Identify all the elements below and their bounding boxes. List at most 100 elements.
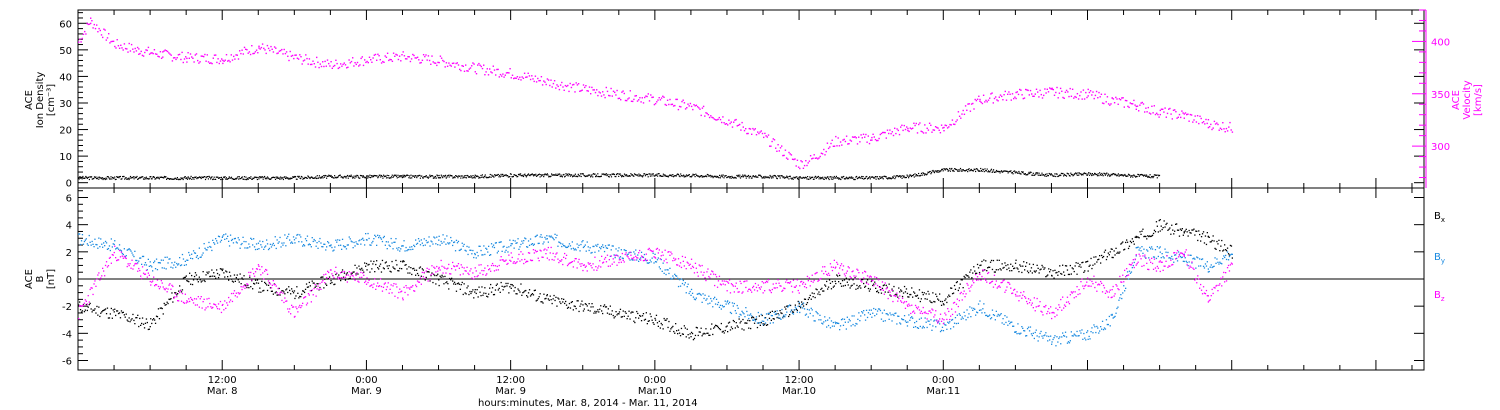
density-series-point — [716, 176, 718, 178]
bx-series-point — [611, 310, 613, 312]
bx-series-point — [1006, 268, 1008, 271]
by-series-point — [497, 250, 499, 252]
density-series-point — [931, 172, 933, 174]
by-series-point — [1032, 332, 1034, 334]
density-series-point — [193, 178, 195, 180]
density-series-point — [732, 176, 734, 178]
by-series-point — [467, 253, 469, 256]
bx-series-point — [409, 272, 411, 274]
velocity-series-point — [1176, 117, 1178, 119]
velocity-series-point — [199, 61, 201, 63]
velocity-series-point — [1020, 89, 1022, 91]
by-series-point — [945, 324, 947, 326]
by-series-point — [534, 236, 536, 238]
velocity-series-point — [632, 100, 634, 103]
velocity-series-point — [1186, 113, 1188, 116]
bx-series-point — [560, 302, 562, 305]
velocity-series-point — [610, 87, 612, 90]
by-series-point — [269, 243, 272, 245]
bx-series-point — [1161, 228, 1163, 231]
density-series-point — [905, 176, 907, 179]
density-series-point — [622, 175, 624, 177]
density-series-point — [817, 176, 819, 178]
velocity-series-point — [251, 45, 253, 47]
by-series-point — [973, 307, 975, 310]
velocity-series-point — [136, 46, 139, 49]
bx-series-point — [115, 314, 117, 317]
density-series-point — [604, 173, 606, 175]
density-series-point — [80, 177, 82, 179]
velocity-series-point — [493, 69, 496, 71]
bx-series-point — [229, 275, 232, 277]
bx-series-point — [804, 298, 807, 300]
bx-series-point — [1044, 267, 1046, 269]
density-series-point — [614, 175, 616, 178]
density-series-point — [895, 175, 897, 177]
velocity-series-point — [443, 60, 445, 63]
bx-series-point — [351, 272, 353, 274]
by-series-point — [508, 246, 510, 248]
velocity-series-point — [1130, 103, 1133, 105]
density-series-point — [636, 174, 638, 176]
density-series-point — [877, 178, 879, 180]
bx-series-point — [814, 296, 816, 299]
bx-series-point — [1173, 233, 1175, 235]
velocity-series-point — [1021, 94, 1023, 96]
bx-series-point — [482, 294, 484, 296]
velocity-series-point — [1034, 93, 1036, 95]
density-series-point — [874, 177, 876, 179]
velocity-series-point — [1229, 121, 1231, 124]
bx-series-point — [823, 290, 825, 292]
bx-series-point — [688, 337, 690, 339]
by-series-point — [358, 240, 360, 242]
density-series-point — [224, 176, 226, 178]
velocity-series-point — [266, 44, 269, 47]
density-series-point — [159, 176, 161, 178]
by-series-point — [228, 240, 230, 242]
by-series-point — [361, 238, 363, 241]
velocity-series-point — [303, 59, 306, 61]
density-series-point — [1013, 170, 1015, 172]
density-series-point — [463, 176, 465, 178]
bx-series-point — [186, 280, 188, 282]
by-series-point — [512, 239, 514, 242]
density-series-point — [583, 174, 585, 177]
velocity-series-point — [406, 58, 408, 60]
density-series-point — [417, 175, 419, 177]
density-series-point — [774, 175, 776, 177]
bx-series-point — [505, 282, 507, 285]
velocity-series-point — [874, 138, 877, 141]
density-series-point — [426, 176, 428, 178]
density-series-point — [316, 177, 318, 180]
velocity-series-point — [515, 77, 517, 79]
velocity-series-point — [827, 147, 830, 150]
bx-series-point — [792, 311, 795, 313]
bx-series-point — [124, 316, 126, 318]
density-series-point — [792, 178, 794, 180]
bx-series-point — [692, 339, 695, 341]
by-series-point — [313, 238, 315, 241]
by-series-point — [393, 241, 395, 243]
velocity-series-point — [419, 62, 421, 64]
density-series-point — [953, 170, 955, 172]
by-series-point — [132, 254, 134, 256]
by-series-point — [464, 249, 466, 251]
density-series-point — [325, 175, 327, 177]
bx-series-point — [90, 308, 92, 310]
by-series-point — [523, 240, 525, 242]
bx-series-point — [564, 302, 566, 305]
bx-series-point — [704, 333, 706, 335]
velocity-series-point — [773, 139, 776, 141]
density-series-point — [128, 178, 130, 181]
density-series-point — [1036, 173, 1038, 175]
velocity-series-point — [1082, 89, 1085, 91]
density-series-point — [803, 177, 805, 179]
density-series-point — [373, 174, 375, 177]
by-series-point — [830, 320, 833, 322]
bx-series-point — [994, 271, 996, 273]
density-series-point — [656, 173, 658, 175]
by-series-point — [649, 259, 651, 261]
by-series-point — [217, 235, 220, 237]
density-series-point — [1034, 173, 1037, 175]
